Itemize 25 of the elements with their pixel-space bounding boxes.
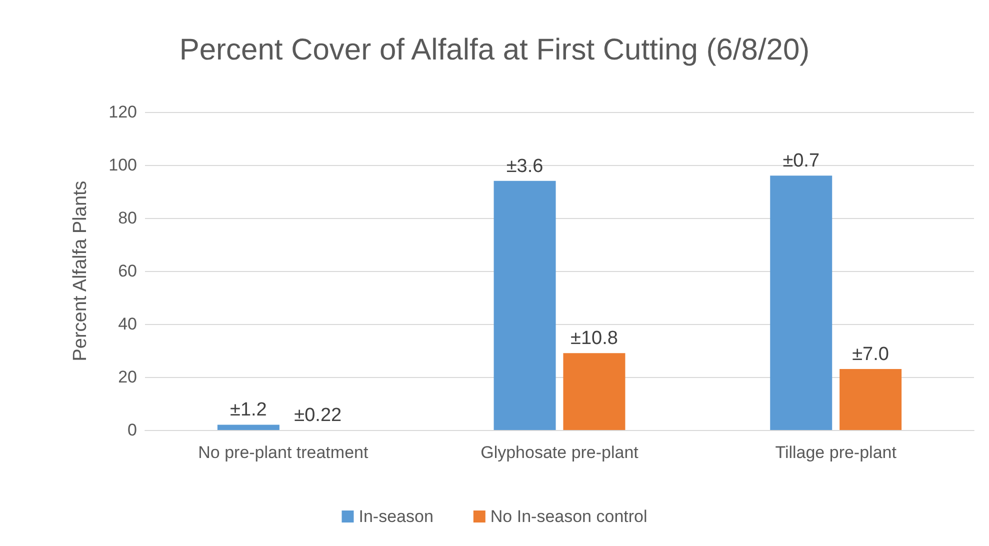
- annotation: ±7.0: [852, 344, 889, 366]
- legend-label: No In-season control: [490, 507, 648, 526]
- y-tick-label: 0: [128, 420, 137, 440]
- y-tick-label: 60: [118, 262, 137, 280]
- bar: [494, 180, 556, 430]
- annotation: ±10.8: [570, 328, 618, 350]
- bar: [770, 176, 832, 430]
- annotation: ±1.2: [230, 400, 267, 421]
- bar: [840, 369, 902, 430]
- y-tick-label: 80: [118, 208, 137, 228]
- y-axis-title: Percent Alfalfa Plants: [70, 180, 91, 362]
- x-tick-label: No pre-plant treatment: [198, 443, 368, 462]
- legend-label: In-season: [358, 507, 434, 526]
- annotation: ±3.6: [506, 156, 544, 177]
- x-tick-label: Glyphosate pre-plant: [480, 443, 639, 462]
- bar: [563, 353, 626, 430]
- y-tick-label: 120: [108, 102, 137, 122]
- x-tick-label: Tillage pre-plant: [775, 443, 897, 462]
- y-tick-label: 100: [108, 156, 137, 174]
- bar: [217, 424, 280, 430]
- annotation: ±0.22: [294, 405, 342, 426]
- y-tick-label: 40: [118, 314, 137, 334]
- chart-title: Percent Cover of Alfalfa at First Cutting (6/8/20): [179, 34, 810, 66]
- annotation: ±0.7: [782, 150, 820, 172]
- y-tick-label: 20: [118, 368, 137, 386]
